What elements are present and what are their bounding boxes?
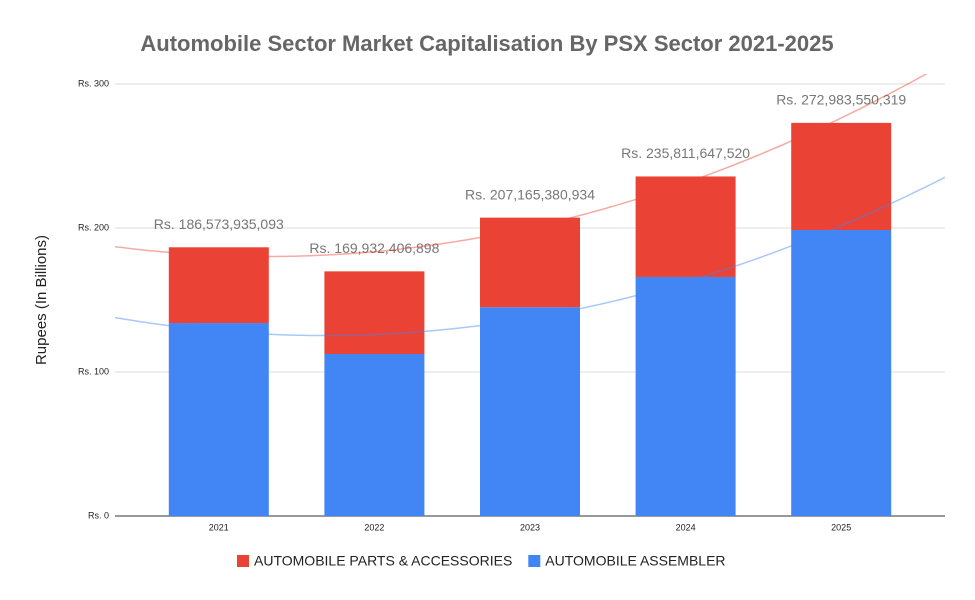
bar-segment — [635, 176, 736, 277]
bar-segment — [791, 230, 892, 517]
chart-title: Automobile Sector Market Capitalisation … — [140, 31, 833, 56]
bar-segment — [635, 276, 736, 516]
bar-segment — [324, 354, 425, 516]
total-label: Rs. 235,811,647,520 — [621, 145, 750, 161]
y-tick-label: Rs. 0 — [88, 510, 109, 520]
legend-label: AUTOMOBILE ASSEMBLER — [545, 553, 725, 569]
bar-segment — [480, 307, 580, 516]
trendline — [115, 74, 928, 258]
x-tick-label: 2021 — [209, 522, 229, 532]
total-label: Rs. 207,165,380,934 — [465, 186, 595, 202]
y-tick-label: Rs. 200 — [78, 222, 109, 232]
total-label: Rs. 272,983,550,319 — [776, 92, 906, 108]
trendline — [115, 176, 945, 337]
bar-segment — [324, 271, 425, 354]
total-label: Rs. 186,573,935,093 — [154, 216, 284, 232]
bar-segment — [791, 122, 892, 231]
x-tick-label: 2022 — [364, 522, 384, 532]
y-tick-label: Rs. 100 — [78, 366, 109, 376]
legend-label: AUTOMOBILE PARTS & ACCESSORIES — [254, 553, 512, 569]
bar-segment — [168, 323, 269, 516]
bar-segment — [168, 247, 269, 324]
x-tick-label: 2025 — [831, 522, 851, 532]
legend-swatch — [237, 555, 249, 567]
total-label: Rs. 169,932,406,898 — [309, 240, 439, 256]
x-tick-label: 2023 — [520, 522, 540, 532]
y-axis-label: Rupees (In Billions) — [33, 235, 50, 365]
legend-swatch — [528, 555, 541, 567]
y-tick-label: Rs. 300 — [78, 78, 109, 88]
x-tick-label: 2024 — [676, 522, 696, 532]
bar-segment — [480, 217, 580, 308]
